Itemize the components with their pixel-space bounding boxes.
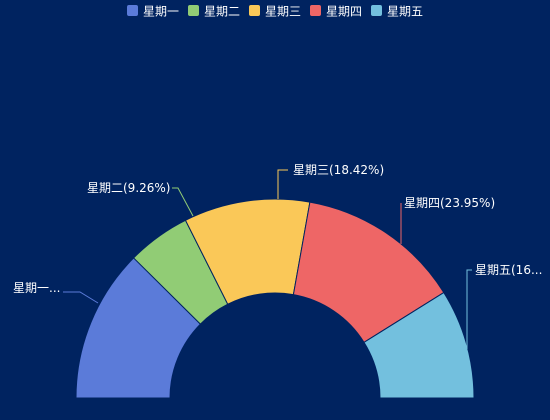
legend-item[interactable]: 星期四 xyxy=(310,5,362,19)
label-lines xyxy=(63,169,472,349)
legend-item[interactable]: 星期五 xyxy=(371,5,423,19)
label-leader-line xyxy=(466,269,472,349)
label-leader-line xyxy=(277,169,288,199)
slice-label: 星期二(9.26%) xyxy=(87,181,171,195)
slice-label: 星期一... xyxy=(13,281,60,295)
legend: 星期一 星期二 星期三 星期四 星期五 xyxy=(127,5,423,19)
legend-swatch xyxy=(188,5,199,16)
label-leader-line xyxy=(63,291,99,304)
slice-labels: 星期一... 星期二(9.26%) 星期三(18.42%) 星期四(23.95%) 星期… xyxy=(13,163,542,295)
legend-item[interactable]: 星期三 xyxy=(249,5,301,19)
legend-item[interactable]: 星期二 xyxy=(188,5,240,19)
legend-label: 星期一 xyxy=(143,5,179,19)
legend-label: 星期三 xyxy=(265,5,301,19)
legend-label: 星期五 xyxy=(387,5,423,19)
legend-swatch xyxy=(127,5,138,16)
legend-label: 星期二 xyxy=(204,5,240,19)
slice-5[interactable] xyxy=(363,291,475,399)
legend-label: 星期四 xyxy=(326,5,362,19)
slices xyxy=(75,198,475,399)
slice-label: 星期四(23.95%) xyxy=(404,196,495,210)
legend-swatch xyxy=(249,5,260,16)
legend-swatch xyxy=(371,5,382,16)
legend-item[interactable]: 星期一 xyxy=(127,5,179,19)
slice-label: 星期五(16... xyxy=(475,263,542,277)
slice-label: 星期三(18.42%) xyxy=(293,163,384,177)
legend-swatch xyxy=(310,5,321,16)
label-leader-line xyxy=(172,187,194,217)
